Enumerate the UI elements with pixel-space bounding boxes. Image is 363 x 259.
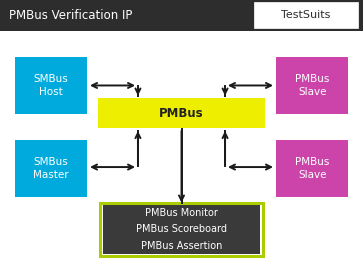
Text: PMBus Verification IP: PMBus Verification IP (9, 9, 132, 22)
Text: PMBus Scoreboard: PMBus Scoreboard (136, 225, 227, 234)
Text: SMBus
Host: SMBus Host (33, 74, 68, 97)
Bar (0, 31, 363, 259)
Text: TestSuits: TestSuits (281, 10, 331, 20)
Bar (15, 140, 87, 197)
Text: PMBus
Slave: PMBus Slave (295, 74, 329, 97)
Text: PMBus Monitor: PMBus Monitor (145, 208, 218, 218)
Bar (0, 0, 363, 31)
Text: PMBus
Slave: PMBus Slave (295, 157, 329, 179)
Bar (103, 221, 260, 238)
Bar (276, 57, 348, 114)
Bar (254, 2, 358, 28)
Text: PMBus Assertion: PMBus Assertion (141, 241, 222, 250)
Bar (103, 205, 260, 221)
Text: SMBus
Master: SMBus Master (33, 157, 69, 179)
Text: PMBus: PMBus (159, 107, 204, 120)
Bar (100, 203, 263, 256)
Bar (15, 57, 87, 114)
Bar (98, 98, 265, 128)
Bar (276, 140, 348, 197)
Bar (103, 238, 260, 254)
